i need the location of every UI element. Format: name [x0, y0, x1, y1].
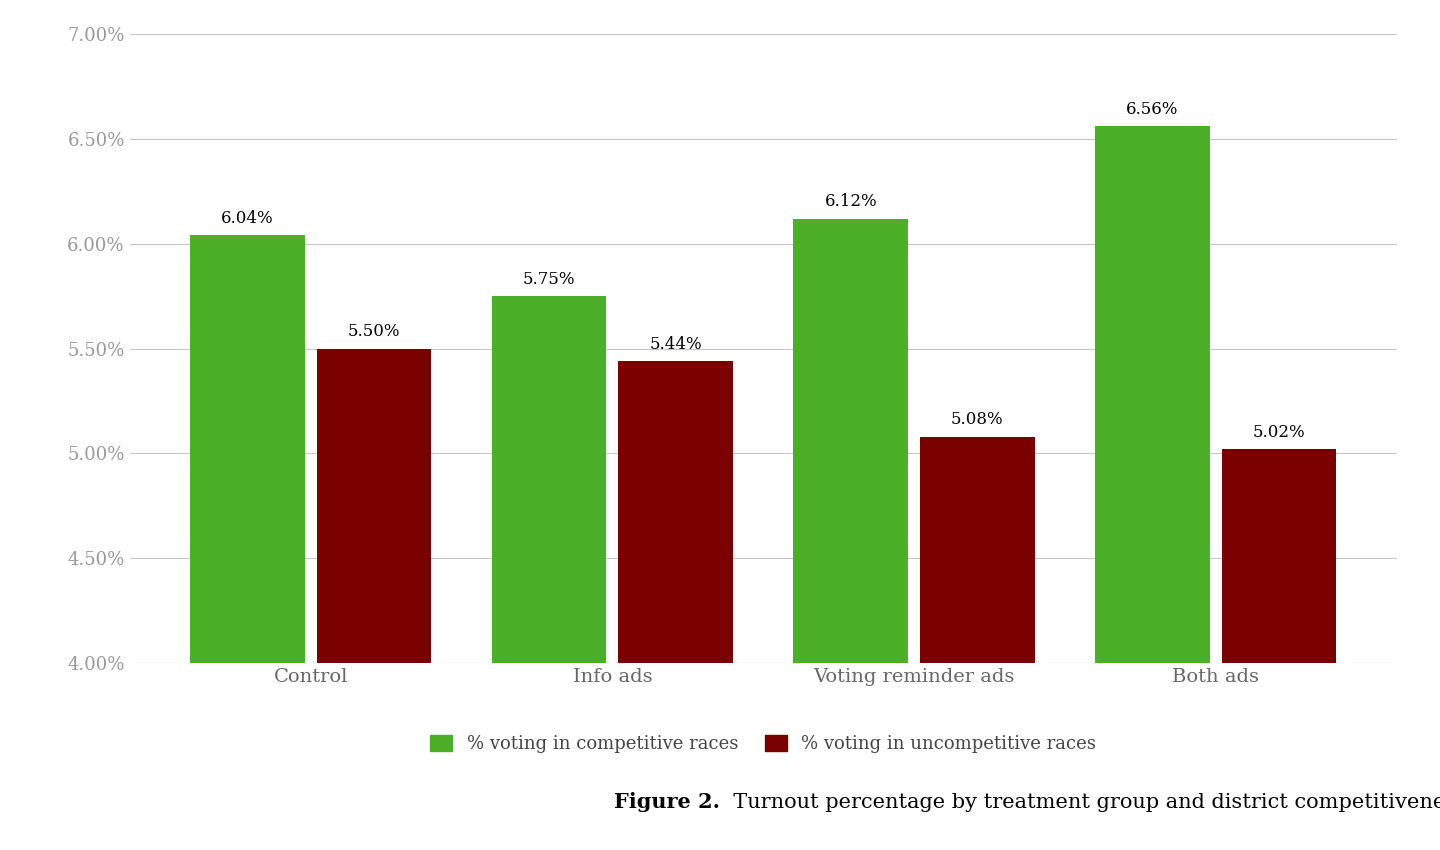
Text: Figure 2.: Figure 2. — [613, 791, 720, 812]
Bar — [491, 296, 606, 663]
Text: 5.08%: 5.08% — [950, 411, 1004, 428]
Bar — [618, 361, 733, 663]
Legend: % voting in competitive races, % voting in uncompetitive races: % voting in competitive races, % voting … — [431, 735, 1096, 753]
Text: 6.12%: 6.12% — [824, 193, 877, 210]
Bar — [1094, 127, 1210, 663]
Text: 5.50%: 5.50% — [347, 323, 400, 340]
Text: 6.56%: 6.56% — [1126, 101, 1178, 118]
Bar — [793, 218, 909, 663]
Text: Turnout percentage by treatment group and district competitiveness.: Turnout percentage by treatment group an… — [720, 793, 1440, 812]
Bar — [317, 348, 432, 663]
Text: 5.44%: 5.44% — [649, 336, 703, 353]
Bar — [190, 235, 305, 663]
Text: 5.75%: 5.75% — [523, 270, 575, 287]
Bar — [1221, 449, 1336, 663]
Text: 6.04%: 6.04% — [220, 210, 274, 227]
Bar — [920, 437, 1035, 663]
Text: 5.02%: 5.02% — [1253, 424, 1306, 441]
